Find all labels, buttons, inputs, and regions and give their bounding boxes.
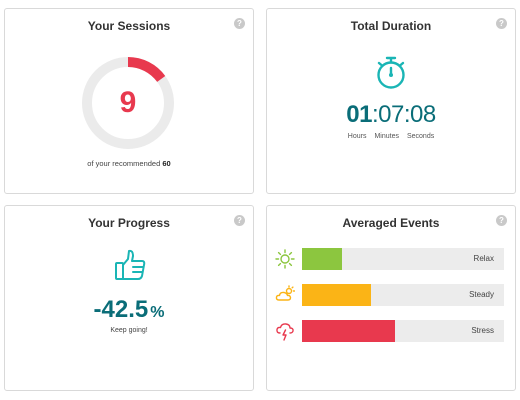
event-bar-fill — [302, 284, 371, 306]
storm-cloud-icon — [276, 323, 294, 341]
sessions-caption-text: of your recommended — [87, 159, 161, 168]
progress-unit: % — [150, 304, 165, 321]
sessions-progress-ring — [82, 57, 174, 149]
duration-card: Total Duration ? 01:07:08 Hours Minutes Se… — [266, 8, 516, 194]
sessions-title: Your Sessions — [87, 19, 171, 33]
help-icon[interactable]: ? — [496, 215, 507, 226]
help-icon[interactable]: ? — [234, 215, 245, 226]
sessions-card: Your Sessions ? 9 of your recommended 60 — [4, 8, 254, 194]
event-bar-track: Relax — [302, 248, 504, 270]
help-icon[interactable]: ? — [496, 18, 507, 29]
stopwatch-icon — [377, 56, 405, 89]
unit-hours-label: Hours — [347, 133, 367, 140]
sessions-caption: of your recommended 60 — [5, 159, 253, 168]
event-row-relax: Relax — [275, 248, 505, 270]
unit-seconds-label: Seconds — [406, 133, 435, 140]
duration-separator: : — [371, 101, 379, 128]
events-card: Averaged Events ? Relax — [266, 205, 516, 391]
progress-value: -42.5% — [5, 296, 253, 324]
duration-readout: 01:07:08 — [267, 101, 515, 129]
duration-separator: : — [403, 101, 411, 128]
duration-minutes: 07 — [378, 101, 404, 128]
event-row-stress: Stress — [275, 320, 505, 342]
help-icon[interactable]: ? — [234, 18, 245, 29]
progress-card: Your Progress ? -42.5% Keep going! — [4, 205, 254, 391]
events-title: Averaged Events — [342, 216, 440, 230]
event-bar-track: Steady — [302, 284, 504, 306]
cloud-sun-icon — [275, 285, 295, 301]
duration-units: Hours Minutes Seconds — [267, 133, 515, 140]
duration-hours: 01 — [346, 101, 372, 128]
unit-minutes-label: Minutes — [374, 133, 399, 140]
sessions-target: 60 — [162, 159, 171, 168]
thumbs-up-icon — [115, 249, 146, 280]
event-label: Stress — [471, 326, 494, 335]
event-bar-fill — [302, 248, 343, 270]
event-bar-fill — [302, 320, 395, 342]
sessions-count: 9 — [119, 86, 137, 119]
progress-title: Your Progress — [88, 216, 170, 230]
sessions-ring-fill — [82, 57, 174, 149]
event-label: Relax — [473, 254, 494, 263]
sun-icon — [275, 249, 295, 269]
event-bar-track: Stress — [302, 320, 504, 342]
progress-caption: Keep going! — [110, 327, 148, 334]
event-row-steady: Steady — [275, 284, 505, 306]
progress-number: -42.5 — [93, 296, 149, 323]
duration-title: Total Duration — [350, 19, 432, 33]
duration-seconds: 08 — [410, 101, 436, 128]
event-label: Steady — [469, 290, 494, 299]
